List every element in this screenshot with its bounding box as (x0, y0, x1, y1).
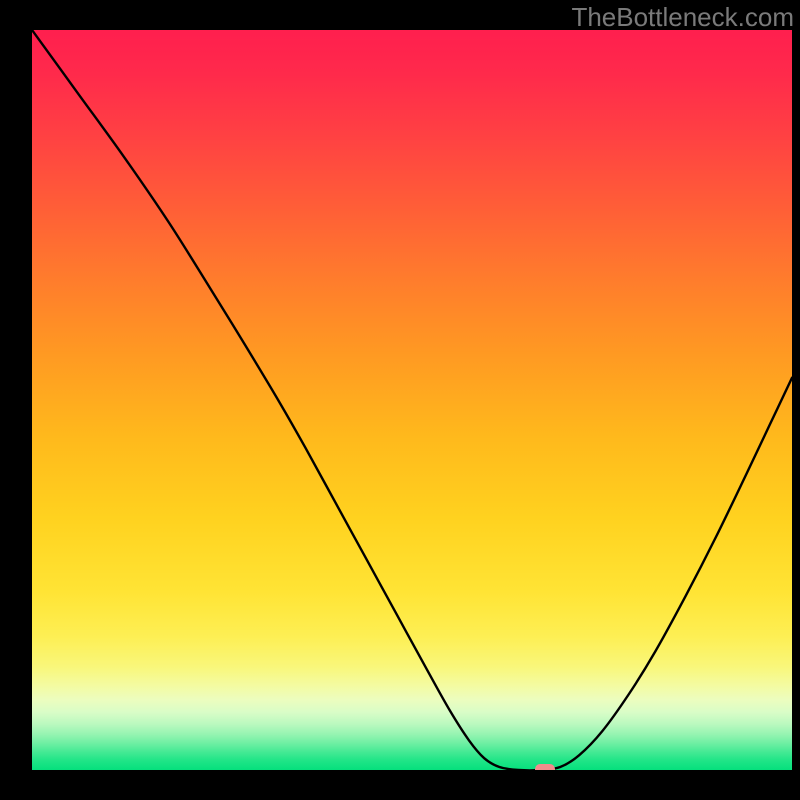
watermark-text: TheBottleneck.com (571, 2, 794, 33)
bottleneck-chart (32, 30, 792, 770)
optimal-point-marker (535, 764, 555, 770)
chart-frame: TheBottleneck.com (0, 0, 800, 800)
gradient-background (32, 30, 792, 770)
